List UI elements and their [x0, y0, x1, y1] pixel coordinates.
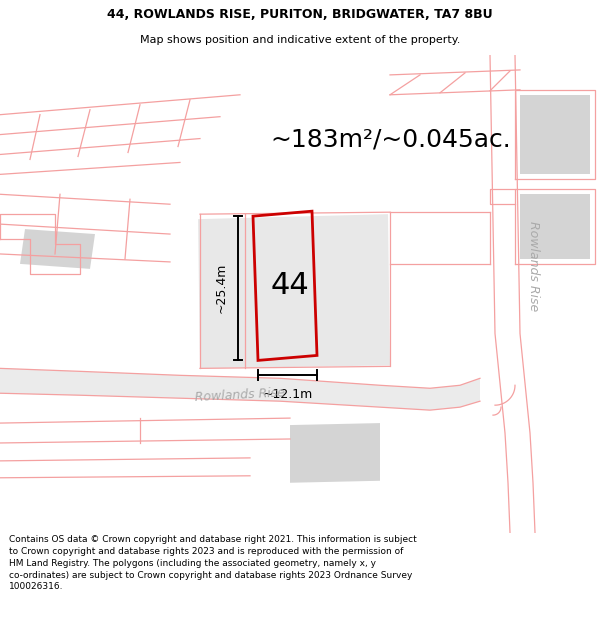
Polygon shape — [20, 229, 95, 269]
Text: Rowlands Rise: Rowlands Rise — [194, 386, 286, 404]
Text: Rowlands Rise: Rowlands Rise — [527, 221, 539, 311]
Polygon shape — [520, 95, 590, 174]
Text: 44: 44 — [271, 271, 310, 300]
Text: ~183m²/~0.045ac.: ~183m²/~0.045ac. — [270, 127, 511, 151]
Polygon shape — [290, 423, 380, 483]
Text: ~25.4m: ~25.4m — [215, 263, 228, 314]
Text: 44, ROWLANDS RISE, PURITON, BRIDGWATER, TA7 8BU: 44, ROWLANDS RISE, PURITON, BRIDGWATER, … — [107, 8, 493, 21]
Polygon shape — [198, 214, 390, 368]
Polygon shape — [520, 194, 590, 259]
Text: ~12.1m: ~12.1m — [262, 388, 313, 401]
Polygon shape — [0, 368, 480, 410]
Text: Map shows position and indicative extent of the property.: Map shows position and indicative extent… — [140, 35, 460, 45]
Text: Contains OS data © Crown copyright and database right 2021. This information is : Contains OS data © Crown copyright and d… — [9, 535, 417, 591]
